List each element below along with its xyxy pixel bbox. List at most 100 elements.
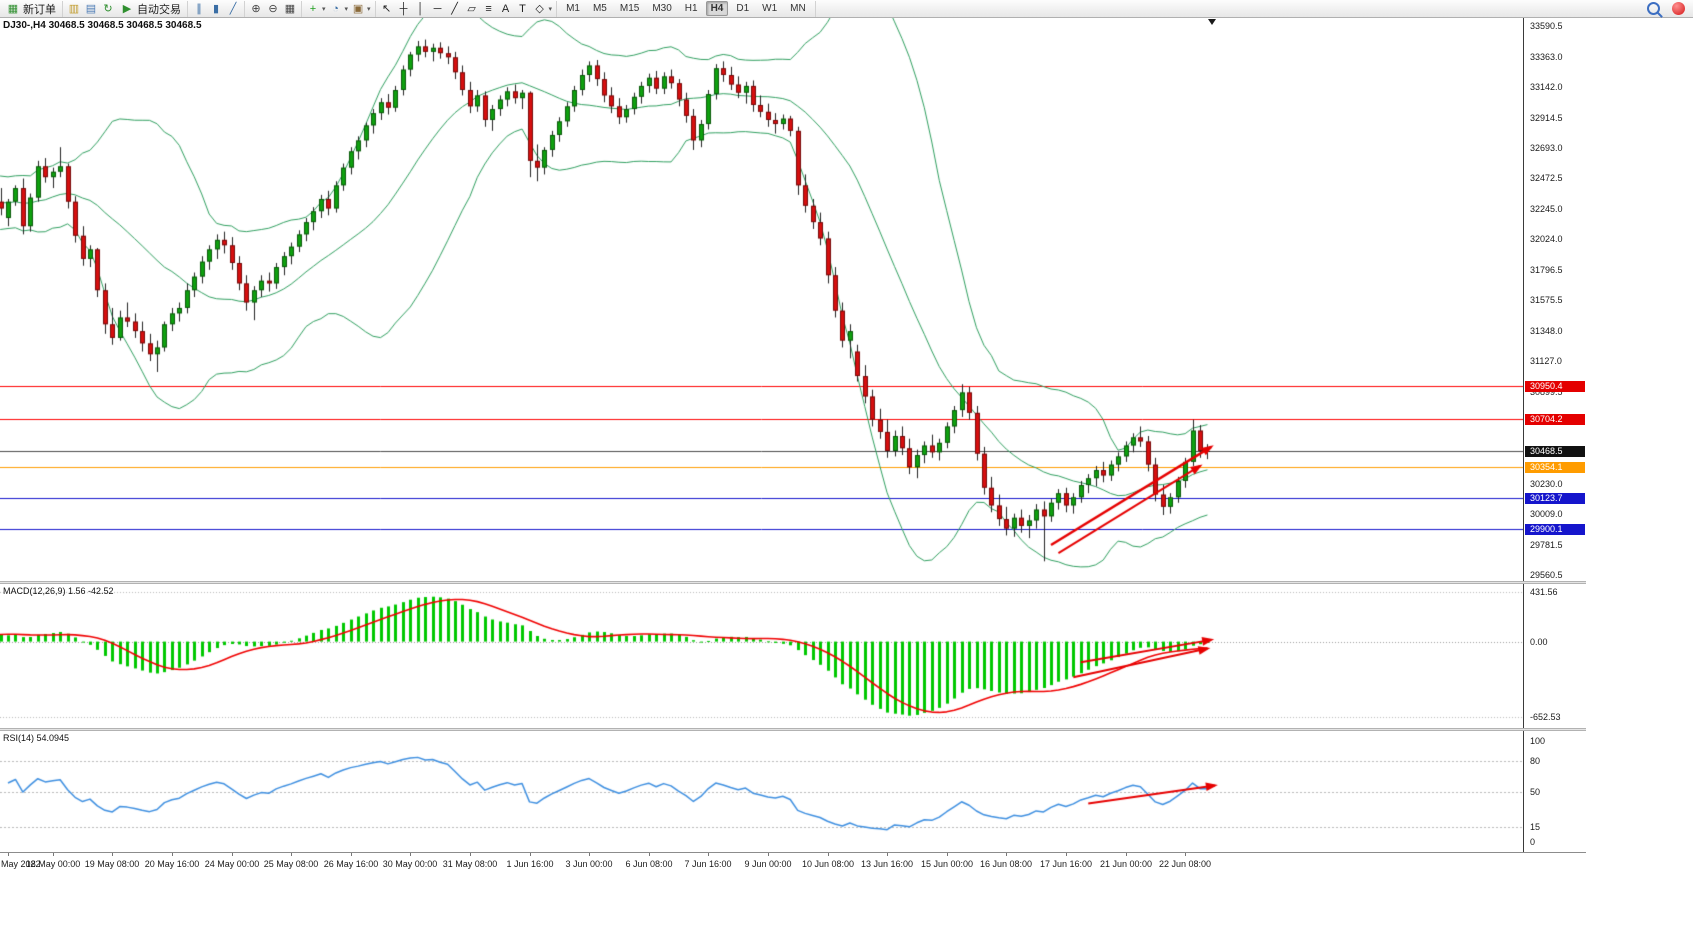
- zoom-out-icon[interactable]: ⊖: [268, 2, 278, 15]
- new-order-button[interactable]: ▦ 新订单: [4, 1, 58, 17]
- notification-icon[interactable]: [1672, 2, 1685, 15]
- time-tick: [53, 853, 54, 856]
- axis-tick-label: 15: [1530, 822, 1541, 832]
- price-axis[interactable]: 33590.5 33363.0 33142.0 32914.5 32693.0 32472…: [1523, 18, 1586, 581]
- macd-label: MACD(12,26,9) 1.56 -42.52: [3, 586, 114, 596]
- templates-dropdown-icon[interactable]: ▾: [367, 5, 371, 13]
- pane-divider[interactable]: [0, 728, 1586, 731]
- time-tick: [530, 853, 531, 856]
- toolbar-group-add-objects: + ▾ ◔ ▾ ▣ ▾: [302, 0, 376, 17]
- horizontal-line-icon[interactable]: ─: [433, 2, 442, 15]
- axis-tick-label: 30009.0: [1530, 509, 1563, 519]
- toolbar-group-zoom: ⊕ ⊖ ▦: [245, 0, 302, 17]
- profiles-icon[interactable]: ▤: [85, 2, 97, 15]
- time-label: 25 May 08:00: [263, 859, 319, 869]
- price-chart-canvas[interactable]: [0, 18, 1523, 581]
- axis-tick-label: 29781.5: [1530, 540, 1563, 550]
- time-tick: [112, 853, 113, 856]
- axis-tick-label: 431.56: [1530, 587, 1558, 597]
- time-tick: [470, 853, 471, 856]
- time-tick: [589, 853, 590, 856]
- tile-windows-icon[interactable]: ▦: [284, 2, 296, 15]
- time-label: 15 Jun 00:00: [920, 859, 974, 869]
- zoom-in-icon[interactable]: ⊕: [251, 2, 261, 15]
- axis-tick-label: 29560.5: [1530, 570, 1563, 580]
- macd-axis[interactable]: 431.56 0.00 -652.53: [1523, 584, 1586, 728]
- timeframe-d1-button[interactable]: D1: [736, 3, 750, 14]
- time-tick: [1185, 853, 1186, 856]
- auto-trading-label: 自动交易: [137, 3, 181, 16]
- time-label: 20 May 16:00: [144, 859, 200, 869]
- pane-divider[interactable]: [0, 581, 1586, 584]
- candlestick-chart-icon[interactable]: ▮: [212, 2, 220, 15]
- time-label: 19 May 08:00: [84, 859, 140, 869]
- fibonacci-icon[interactable]: ≡: [485, 2, 492, 15]
- macd-pane: MACD(12,26,9) 1.56 -42.52 431.56 0.00 -652…: [0, 584, 1586, 728]
- rsi-label: RSI(14) 54.0945: [3, 733, 70, 743]
- toolbar-right-icons: [1647, 2, 1685, 15]
- time-label: 16 Jun 08:00: [979, 859, 1033, 869]
- new-chart-icon[interactable]: ▥: [68, 2, 80, 15]
- periods-dropdown-icon[interactable]: ▾: [344, 5, 349, 13]
- arrows-icon[interactable]: ◇: [535, 2, 544, 15]
- time-label: 7 Jun 16:00: [684, 859, 732, 869]
- vertical-line-icon[interactable]: │: [417, 2, 424, 15]
- time-label: 26 May 16:00: [323, 859, 379, 869]
- arrows-dropdown-icon[interactable]: ▾: [548, 5, 553, 13]
- equidistant-channel-icon[interactable]: ▱: [467, 2, 476, 15]
- timeframe-h4-button[interactable]: H4: [705, 1, 729, 16]
- time-label: 18 May 00:00: [25, 859, 81, 869]
- line-chart-icon[interactable]: ╱: [229, 2, 237, 15]
- axis-tick-label: 0.00: [1530, 637, 1548, 647]
- refresh-icon[interactable]: ↻: [103, 2, 113, 15]
- timeframe-w1-button[interactable]: W1: [762, 3, 778, 14]
- axis-tick-label: 32693.0: [1530, 143, 1563, 153]
- rsi-chart-canvas[interactable]: [0, 731, 1523, 852]
- cursor-icon[interactable]: ↖: [381, 2, 392, 15]
- axis-tick-label: 31575.5: [1530, 295, 1563, 305]
- auto-trading-icon: ▶: [122, 2, 132, 15]
- macd-chart-canvas[interactable]: [0, 584, 1523, 728]
- crosshair-icon[interactable]: ┼: [399, 2, 408, 15]
- time-label: 24 May 00:00: [204, 859, 260, 869]
- periods-icon[interactable]: ◔: [332, 2, 339, 15]
- time-tick: [291, 853, 292, 856]
- axis-tick-label: 32914.5: [1530, 113, 1563, 123]
- templates-icon[interactable]: ▣: [352, 2, 364, 15]
- timeframe-m15-button[interactable]: M15: [619, 3, 640, 14]
- price-level-chip-resistance-2: 30704.2: [1525, 414, 1585, 425]
- auto-trading-button[interactable]: ▶ 自动交易: [118, 1, 183, 17]
- search-icon[interactable]: [1647, 2, 1660, 15]
- text-label-icon[interactable]: T: [519, 2, 526, 15]
- timeframe-m5-button[interactable]: M5: [592, 3, 607, 14]
- axis-tick-label: -652.53: [1530, 712, 1561, 722]
- time-tick: [8, 853, 9, 856]
- time-axis[interactable]: May 2022 18 May 00:00 19 May 08:00 20 May 1…: [0, 852, 1586, 874]
- time-tick: [768, 853, 769, 856]
- toolbar-group-chart-type: ∥ ▮ ╱: [188, 0, 245, 17]
- timeframe-m30-button[interactable]: M30: [652, 3, 672, 14]
- new-order-icon: ▦: [7, 2, 19, 15]
- timeframe-h1-button[interactable]: H1: [684, 3, 698, 14]
- new-order-label: 新订单: [23, 3, 56, 16]
- price-pane: DJ30-,H4 30468.5 30468.5 30468.5 30468.5…: [0, 18, 1586, 581]
- chart-shift-marker[interactable]: [1208, 19, 1216, 25]
- time-tick: [1126, 853, 1127, 856]
- rsi-axis[interactable]: 100 80 50 15 0: [1523, 731, 1586, 852]
- add-indicator-icon[interactable]: +: [309, 2, 317, 15]
- axis-tick-label: 30899.5: [1530, 387, 1563, 397]
- axis-tick-label: 31796.5: [1530, 265, 1563, 275]
- time-label: 21 Jun 00:00: [1099, 859, 1153, 869]
- rsi-pane: RSI(14) 54.0945 100 80 50 15 0: [0, 731, 1586, 852]
- time-label: 13 Jun 16:00: [860, 859, 914, 869]
- bar-chart-icon[interactable]: ∥: [196, 2, 202, 15]
- timeframe-m1-button[interactable]: M1: [566, 3, 580, 14]
- add-indicator-dropdown-icon[interactable]: ▾: [322, 5, 326, 13]
- text-icon[interactable]: A: [501, 2, 510, 15]
- timeframe-mn-button[interactable]: MN: [790, 3, 806, 14]
- time-label: 3 Jun 00:00: [565, 859, 613, 869]
- trendline-icon[interactable]: ╱: [451, 2, 458, 15]
- toolbar: ▦ 新订单 ▥ ▤ ↻ ▶ 自动交易 ∥ ▮ ╱ ⊕ ⊖ ▦ + ▾ ◔ ▾ ▣ ▾ ↖ ┼ │ ─ ╱ ▱ ≡ A T ◇ ▾ M1 M5 M…: [0, 0, 1693, 18]
- axis-tick-label: 0: [1530, 837, 1536, 847]
